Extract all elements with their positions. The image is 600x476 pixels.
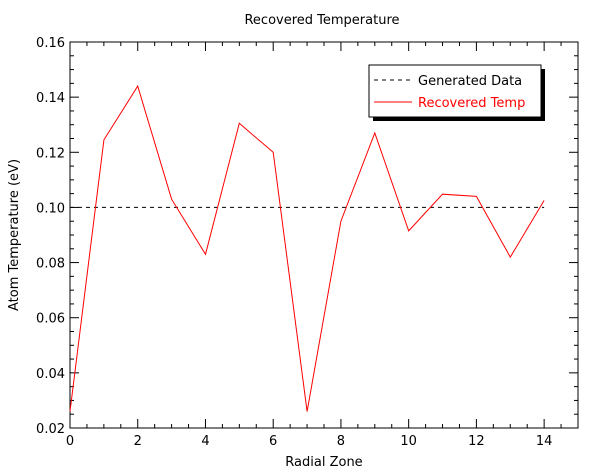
y-tick-label: 0.16 xyxy=(36,36,65,51)
series-line-recovered-temp xyxy=(69,84,545,412)
x-tick-label: 4 xyxy=(201,434,209,449)
x-tick-label: 0 xyxy=(66,434,74,449)
y-tick-label: 0.10 xyxy=(36,201,65,216)
series-layer xyxy=(69,84,545,412)
y-tick-label: 0.14 xyxy=(36,91,65,106)
y-tick-label: 0.08 xyxy=(36,257,65,272)
legend-label-generated: Generated Data xyxy=(418,74,522,89)
y-axis-label: Atom Temperature (eV) xyxy=(7,159,22,311)
x-tick-label: 10 xyxy=(400,434,417,449)
x-tick-label: 12 xyxy=(468,434,485,449)
x-tick-label: 2 xyxy=(134,434,142,449)
y-tick-label: 0.04 xyxy=(36,367,65,382)
x-tick-label: 14 xyxy=(536,434,553,449)
chart-title: Recovered Temperature xyxy=(244,13,399,28)
axes: 0 2 4 6 8 10 12 14 0.02 0.04 0.06 0.08 0.10 0.12 0.14 0… xyxy=(36,36,579,449)
y-tick-label: 0.02 xyxy=(36,422,65,437)
y-tick-label: 0.12 xyxy=(36,146,65,161)
x-axis-label: Radial Zone xyxy=(285,455,362,470)
x-tick-label: 8 xyxy=(337,434,345,449)
y-tick-label: 0.06 xyxy=(36,312,65,327)
x-tick-label: 6 xyxy=(269,434,277,449)
legend-box xyxy=(368,64,542,118)
legend-label-recovered: Recovered Temp xyxy=(418,96,525,111)
legend: Generated Data Recovered Temp xyxy=(368,64,545,121)
